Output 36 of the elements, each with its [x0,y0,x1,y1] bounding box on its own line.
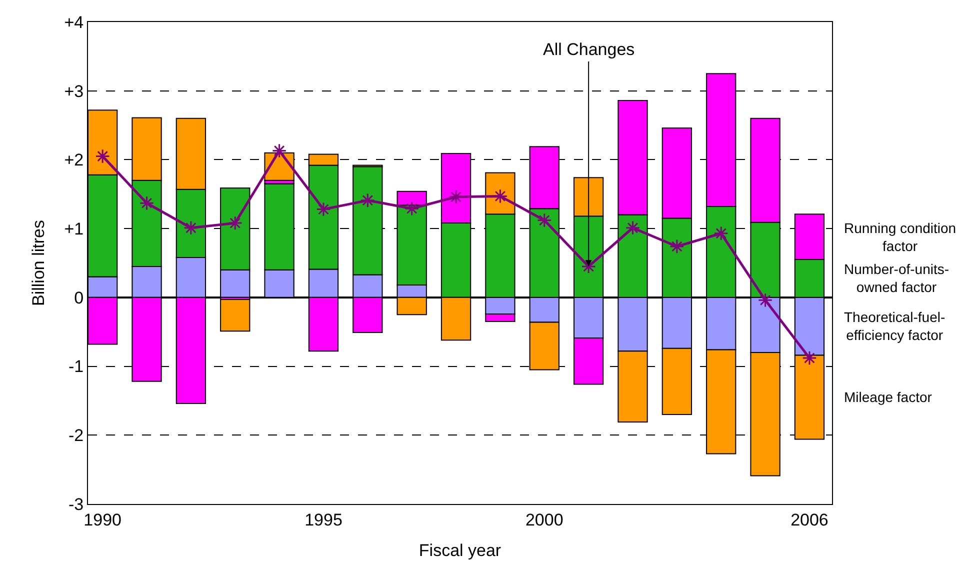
point [758,292,773,308]
point [537,212,552,228]
x-axis-title: Fiscal year [418,540,502,560]
point [95,148,110,164]
point [139,196,154,210]
point [625,220,640,236]
x-tick-label: 1990 [84,510,122,530]
point [272,143,287,158]
y-tick-label: -3 [68,494,84,514]
x-tick-label: 1995 [304,510,342,530]
point [404,201,420,216]
point [670,239,684,254]
y-tick-label: -1 [68,357,84,376]
y-tick-label: 0 [74,288,84,308]
point [360,192,376,208]
y-tick-label: +4 [64,12,84,32]
bar [220,298,250,332]
point [581,259,596,274]
annotation: All Changes [543,40,635,59]
point [714,226,728,241]
x-tick-label: 2000 [525,510,564,530]
point [184,220,198,236]
series-label: Number-of-units-owned factor [844,261,950,296]
point [316,202,331,217]
series-label: Mileage factor [844,389,932,405]
series-label: Running condition factor [844,220,956,254]
point [448,190,464,204]
y-tick-label: +3 [64,82,84,101]
y-tick-label: +1 [64,220,84,239]
y-tick-label: +2 [64,150,84,170]
point [802,350,817,366]
series-label: Theoretical-fuel-efficiency factor [844,309,946,344]
y-tick-label: -2 [68,426,84,446]
point [228,216,242,230]
y-axis-title: Billion litres [28,220,48,306]
x-tick-label: 2006 [790,510,828,530]
